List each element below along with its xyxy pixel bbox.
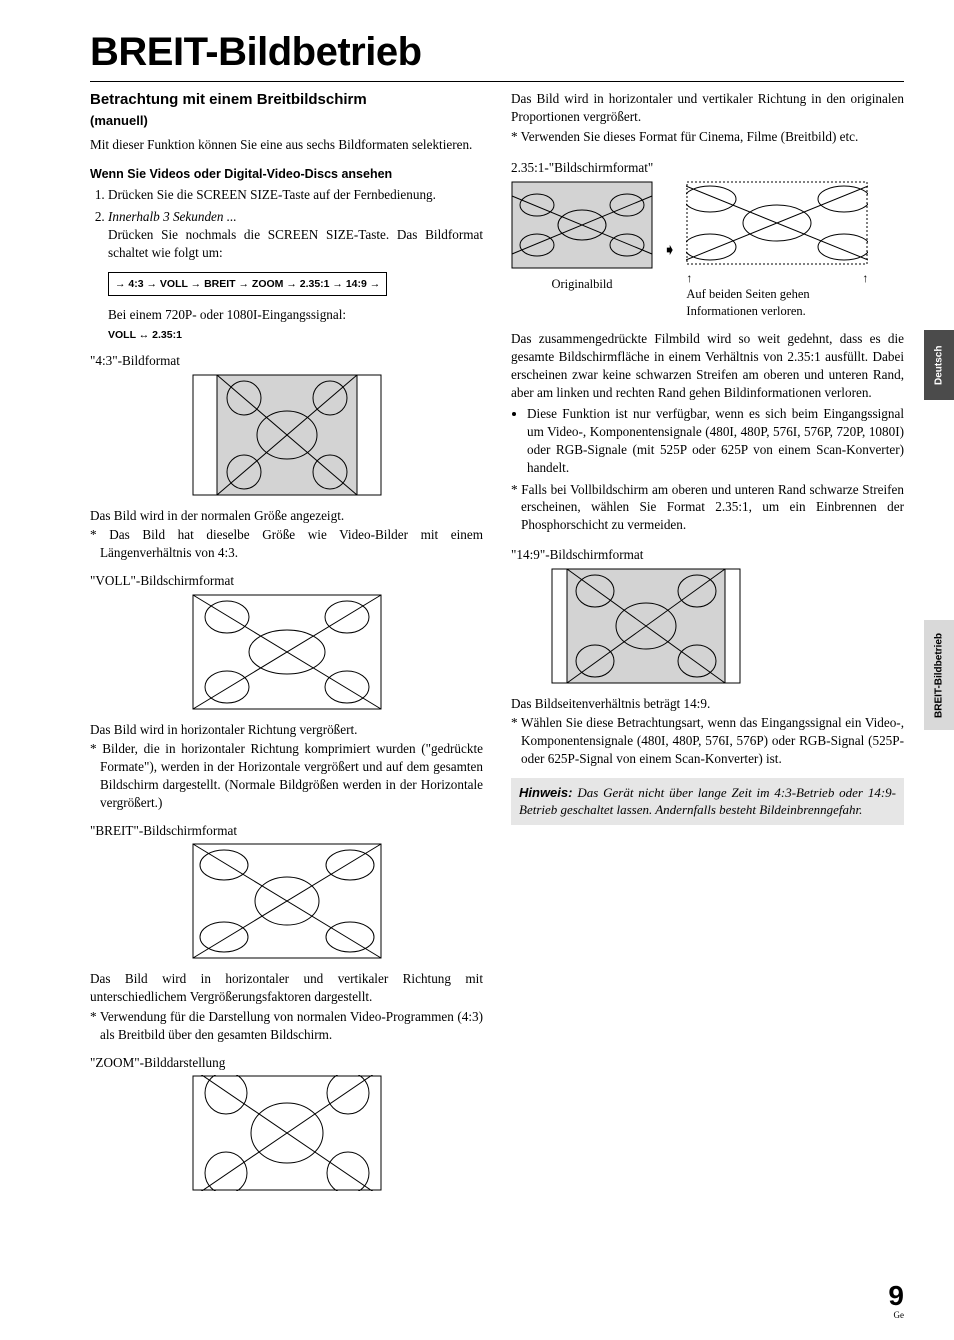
diagram-voll-svg (192, 594, 382, 710)
subhead-videos: Wenn Sie Videos oder Digital-Video-Discs… (90, 166, 483, 183)
star-235: * Falls bei Vollbildschirm am oberen und… (511, 481, 904, 534)
arrow-icon: ➧ (663, 240, 676, 262)
label-4-3: "4:3"-Bildformat (90, 352, 483, 370)
step-2-lead: Innerhalb 3 Sekunden ... (108, 209, 237, 224)
diagram-zoom (90, 1075, 483, 1196)
left-column: Betrachtung mit einem Breitbildschirm (m… (90, 90, 483, 1202)
label-voll: "VOLL"-Bildschirmformat (90, 572, 483, 590)
step-2-body: Drücken Sie nochmals die SCREEN SIZE-Tas… (108, 227, 483, 260)
page-number-value: 9 (888, 1282, 904, 1310)
content-columns: Betrachtung mit einem Breitbildschirm (m… (90, 90, 904, 1202)
page-number-suffix: Ge (888, 1310, 904, 1320)
bullet-235-1: Diese Funktion ist nur verfügbar, wenn e… (527, 405, 904, 476)
cycle-text: → 4:3 → VOLL → BREIT → ZOOM → 2.35:1 → 1… (115, 277, 380, 291)
hinweis-body: Das Gerät nicht über lange Zeit im 4:3-B… (519, 785, 896, 818)
text-4-3: Das Bild wird in der normalen Größe ange… (90, 507, 483, 525)
text-235: Das zusammengedrückte Filmbild wird so w… (511, 330, 904, 401)
star-zoom: * Verwenden Sie dieses Format für Cinema… (511, 128, 904, 146)
diagram-breit (90, 843, 483, 964)
text-voll: Das Bild wird in horizontaler Richtung v… (90, 721, 483, 739)
after-cycle-text: Bei einem 720P- oder 1080I-Eingangssigna… (90, 306, 483, 324)
text-breit: Das Bild wird in horizontaler und vertik… (90, 970, 483, 1006)
step-1: Drücken Sie die SCREEN SIZE-Taste auf de… (108, 186, 483, 204)
diagram-4-3 (90, 374, 483, 501)
step-2: Innerhalb 3 Sekunden ... Drücken Sie noc… (108, 208, 483, 261)
bullets-235: Diese Funktion ist nur verfügbar, wenn e… (511, 405, 904, 476)
diagram-235-original: Originalbild (511, 181, 653, 293)
cycle-box: → 4:3 → VOLL → BREIT → ZOOM → 2.35:1 → 1… (108, 272, 387, 296)
star-4-3: * Das Bild hat dieselbe Größe wie Video-… (90, 526, 483, 562)
diagram-149 (511, 568, 904, 689)
diagram-235-row: Originalbild ➧ ↑↑ Auf beiden Seiten gehe… (511, 181, 904, 320)
section-subheading: (manuell) (90, 112, 483, 130)
label-149: "14:9"-Bildschirmformat (511, 546, 904, 564)
side-tab-language: Deutsch (924, 330, 954, 400)
diagram-voll (90, 594, 483, 715)
text-zoom: Das Bild wird in horizontaler und vertik… (511, 90, 904, 126)
star-149: * Wählen Sie diese Betrachtungsart, wenn… (511, 714, 904, 767)
diagram-zoom-svg (192, 1075, 382, 1191)
diagram-235-result: ↑↑ Auf beiden Seiten gehen Informationen… (686, 181, 868, 320)
caption-lost-info: Auf beiden Seiten gehen Informationen ve… (686, 286, 866, 320)
star-voll: * Bilder, die in horizontaler Richtung k… (90, 740, 483, 811)
intro-text: Mit dieser Funktion können Sie eine aus … (90, 136, 483, 154)
diagram-breit-svg (192, 843, 382, 959)
label-breit: "BREIT"-Bildschirmformat (90, 822, 483, 840)
label-zoom: "ZOOM"-Bilddarstellung (90, 1054, 483, 1072)
diagram-4-3-svg (192, 374, 382, 496)
hinweis-label: Hinweis: (519, 785, 572, 800)
section-heading: Betrachtung mit einem Breitbildschirm (90, 90, 483, 110)
right-column: Das Bild wird in horizontaler und vertik… (511, 90, 904, 1202)
hinweis-box: Hinweis: Das Gerät nicht über lange Zeit… (511, 778, 904, 825)
step-1-text: Drücken Sie die SCREEN SIZE-Taste auf de… (108, 187, 436, 202)
text-149: Das Bildseitenverhältnis beträgt 14:9. (511, 695, 904, 713)
label-235: 2.35:1-"Bildschirmformat" (511, 159, 904, 177)
steps-list: Drücken Sie die SCREEN SIZE-Taste auf de… (90, 186, 483, 261)
title-rule (90, 81, 904, 82)
caption-original: Originalbild (511, 276, 653, 293)
page-number: 9 Ge (888, 1282, 904, 1320)
page-title: BREIT-Bildbetrieb (90, 30, 904, 75)
side-tab-section: BREIT-Bildbetrieb (924, 620, 954, 730)
star-breit: * Verwendung für die Darstellung von nor… (90, 1008, 483, 1044)
cycle2-text: VOLL ↔ 2.35:1 (90, 328, 483, 342)
